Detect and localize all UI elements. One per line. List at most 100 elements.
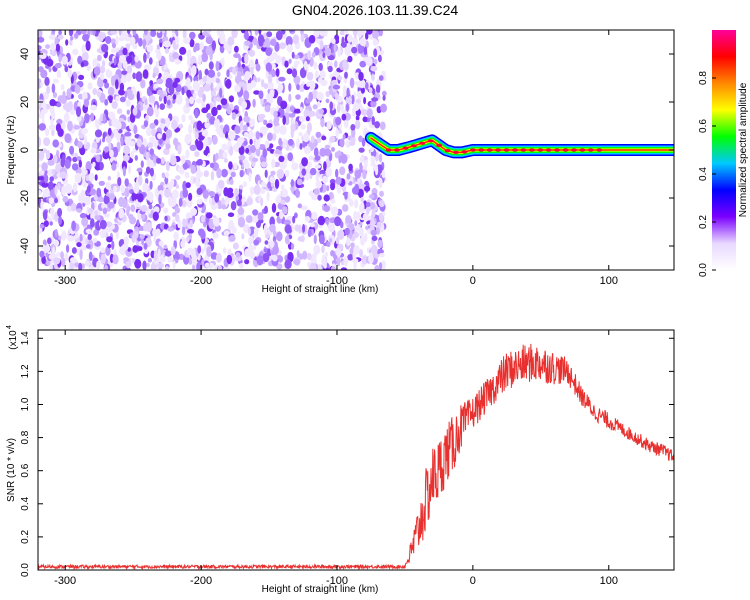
noise-speckle [282, 206, 288, 215]
noise-speckle [335, 116, 342, 126]
noise-speckle [368, 87, 373, 93]
noise-speckle [292, 215, 296, 224]
noise-speckle [64, 65, 69, 73]
noise-speckle [271, 254, 278, 262]
noise-speckle [49, 221, 53, 226]
noise-speckle [301, 168, 307, 176]
noise-speckle [172, 81, 178, 88]
noise-speckle [142, 38, 146, 50]
noise-speckle [335, 237, 340, 245]
noise-speckle [205, 103, 211, 111]
noise-speckle [195, 160, 203, 166]
noise-speckle [172, 94, 177, 100]
noise-speckle [260, 79, 265, 88]
noise-speckle [371, 235, 378, 242]
noise-speckle [100, 247, 105, 254]
noise-speckle [92, 88, 98, 95]
noise-speckle [202, 93, 206, 102]
noise-speckle [177, 144, 182, 155]
noise-speckle [216, 83, 220, 92]
noise-speckle [198, 69, 203, 81]
noise-speckle [45, 252, 49, 258]
noise-speckle [348, 163, 353, 171]
noise-speckle [189, 144, 197, 151]
noise-speckle [304, 173, 311, 180]
noise-speckle [77, 141, 83, 149]
noise-speckle [132, 245, 139, 253]
noise-speckle [195, 170, 203, 178]
noise-speckle [344, 191, 348, 200]
noise-speckle [44, 173, 49, 184]
noise-speckle [269, 89, 275, 98]
noise-speckle [137, 246, 143, 252]
noise-speckle [157, 133, 162, 140]
noise-speckle [126, 55, 133, 63]
noise-speckle [357, 30, 362, 38]
ridge-hotspot [453, 150, 459, 154]
noise-speckle [49, 50, 57, 56]
noise-speckle [82, 33, 90, 42]
noise-speckle [310, 135, 315, 144]
noise-speckle [160, 156, 165, 164]
noise-speckle [123, 154, 130, 162]
noise-speckle [149, 167, 154, 177]
noise-speckle [291, 162, 299, 171]
noise-speckle [67, 69, 73, 78]
noise-speckle [50, 42, 57, 52]
noise-speckle [193, 46, 197, 53]
noise-speckle [145, 166, 151, 174]
noise-speckle [286, 44, 293, 53]
noise-speckle [358, 135, 363, 143]
noise-speckle [86, 185, 91, 194]
noise-speckle [337, 75, 343, 81]
noise-speckle [148, 193, 154, 203]
noise-speckle [113, 57, 117, 66]
snr-frame [37, 329, 675, 571]
noise-speckle [303, 109, 311, 118]
noise-speckle [331, 147, 335, 152]
noise-speckle [111, 163, 117, 171]
noise-speckle [94, 174, 98, 181]
noise-speckle [181, 114, 186, 123]
noise-speckle [189, 38, 195, 48]
noise-speckle [243, 161, 250, 169]
noise-speckle [212, 217, 216, 224]
noise-speckle [96, 260, 101, 270]
noise-speckle [156, 78, 164, 85]
noise-speckle [84, 113, 90, 124]
noise-speckle [196, 98, 203, 104]
noise-speckle [228, 146, 234, 156]
noise-speckle [268, 143, 274, 149]
noise-speckle [325, 90, 331, 98]
noise-speckle [170, 155, 177, 166]
noise-speckle [204, 137, 209, 148]
noise-speckle [339, 138, 345, 148]
noise-speckle [67, 120, 73, 132]
noise-speckle [350, 242, 355, 248]
noise-speckle [250, 80, 257, 88]
noise-speckle [43, 220, 49, 228]
noise-speckle [90, 218, 95, 228]
noise-speckle [311, 195, 319, 201]
noise-speckle [196, 120, 203, 131]
noise-speckle [143, 242, 148, 250]
noise-speckle [149, 80, 154, 86]
noise-speckle [143, 30, 148, 36]
noise-speckle [270, 38, 277, 47]
noise-speckle [344, 71, 348, 79]
noise-speckle [209, 162, 215, 168]
noise-speckle [144, 98, 148, 106]
ridge-hotspot [394, 148, 400, 152]
noise-speckle [197, 245, 202, 254]
noise-speckle [312, 104, 318, 110]
noise-speckle [68, 60, 72, 66]
noise-speckle [56, 62, 62, 69]
noise-speckle [241, 233, 245, 240]
noise-speckle [222, 267, 231, 270]
noise-speckle [44, 128, 50, 137]
noise-speckle [293, 259, 301, 265]
noise-speckle [292, 34, 300, 45]
noise-speckle [38, 190, 42, 196]
noise-speckle [323, 205, 331, 212]
noise-speckle [332, 84, 341, 90]
